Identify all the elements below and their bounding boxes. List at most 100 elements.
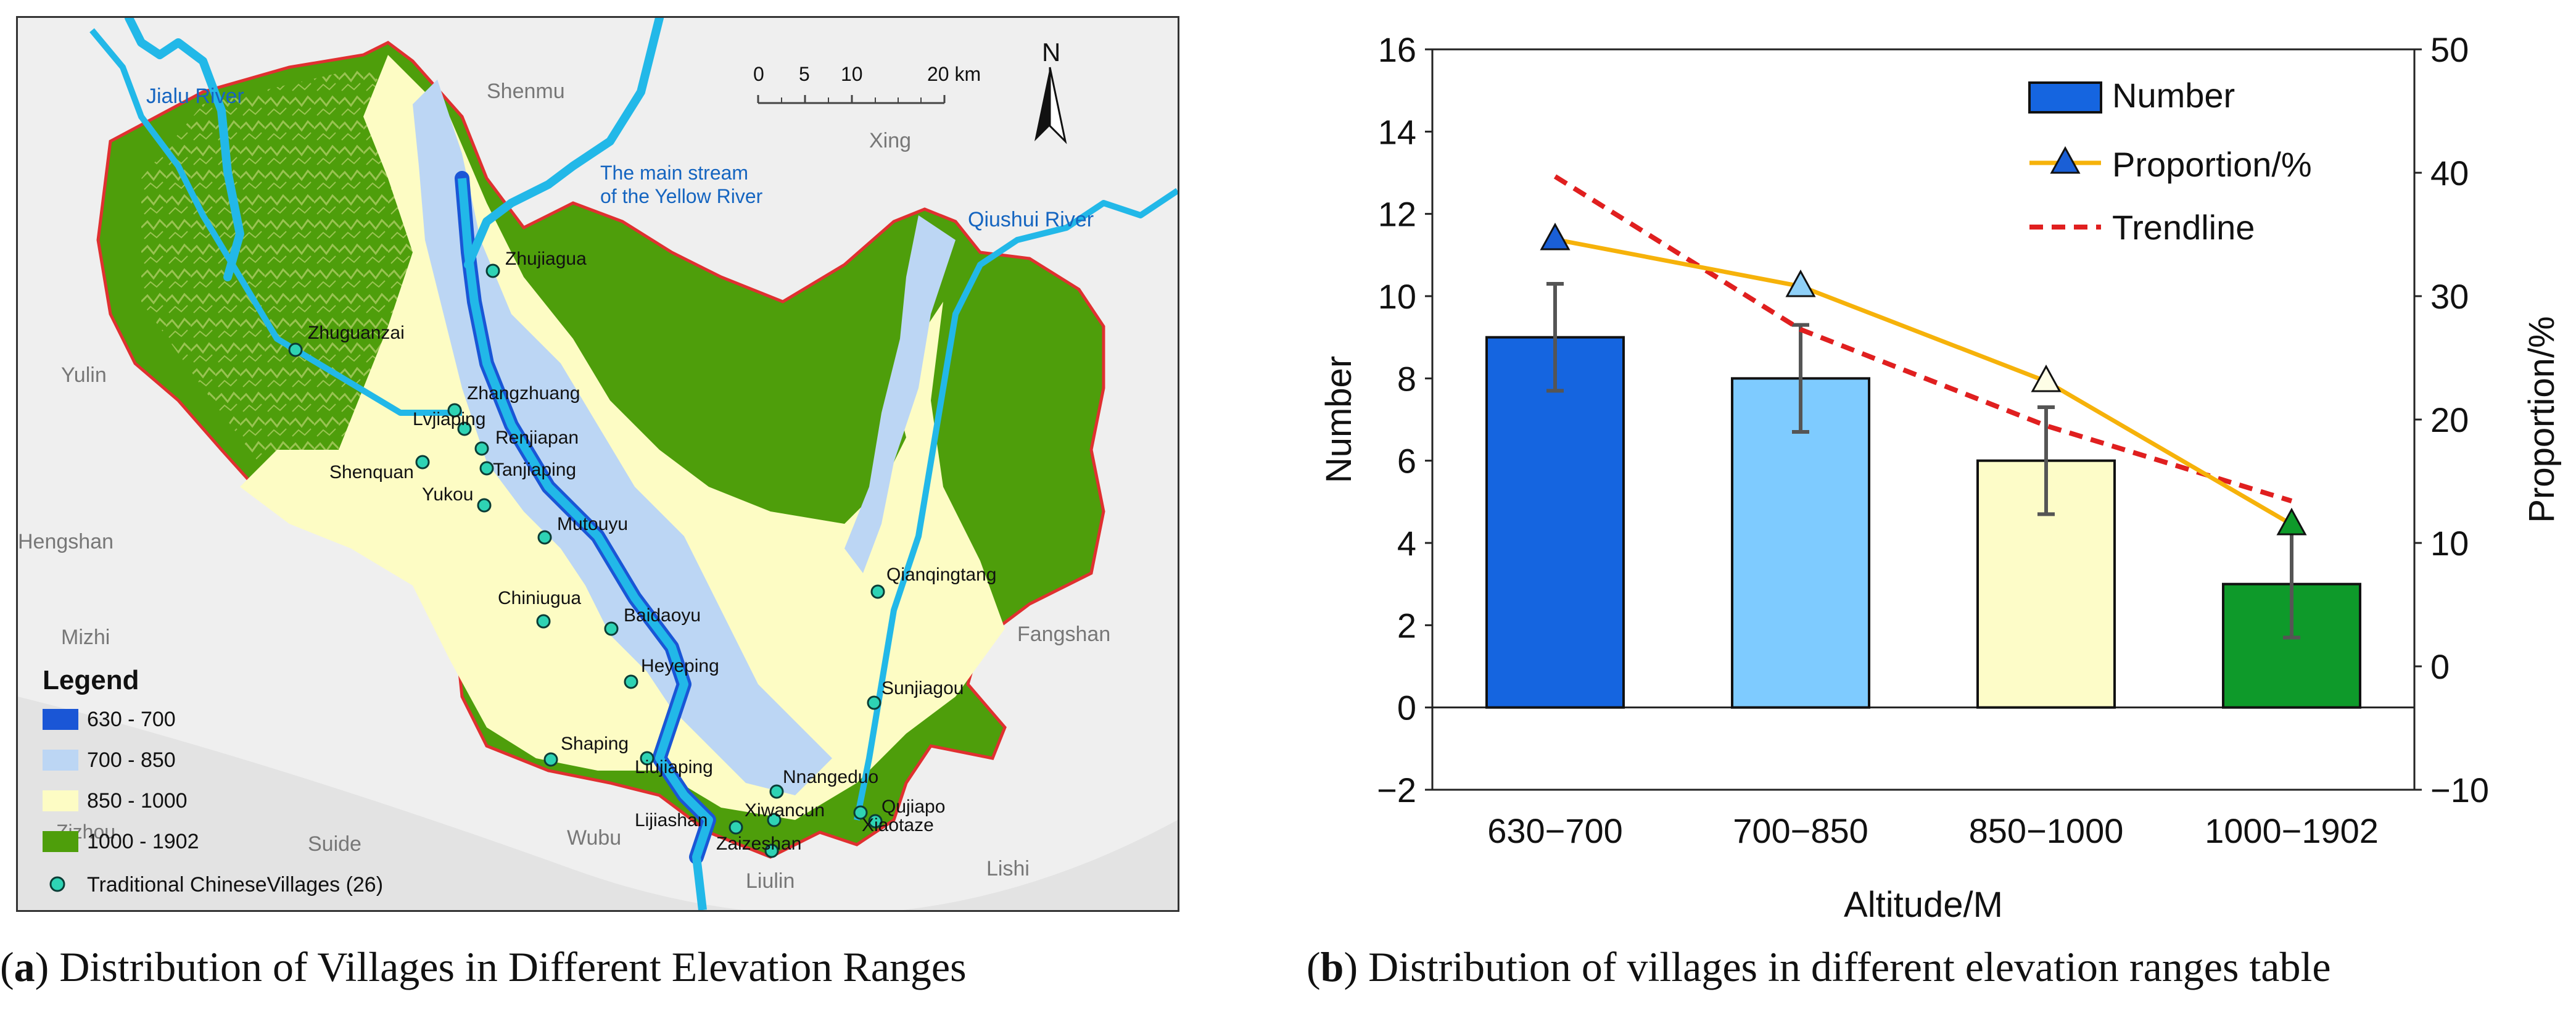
x-tick-label: 630−700 (1487, 811, 1623, 850)
village-marker (543, 752, 558, 767)
legend-swatch-1000 (43, 831, 78, 852)
legend-village-icon (49, 876, 65, 892)
bar-line-chart: −2 0 2 4 6 8 10 12 14 16 −10 0 10 20 30 40 50 Number Propo… (1319, 30, 2562, 925)
village-label: Shenquan (329, 462, 414, 482)
village-marker (479, 461, 494, 476)
village-marker (853, 805, 868, 820)
village-marker (624, 674, 638, 689)
y-tick-label: 14 (1378, 112, 1416, 151)
village-label: Nnangeduo (783, 767, 878, 787)
village-marker (477, 498, 492, 513)
chart-panel: −2 0 2 4 6 8 10 12 14 16 −10 0 10 20 30 40 50 Number Propo… (1221, 16, 2576, 942)
village-marker (288, 342, 303, 357)
y2-tick-label: 10 (2430, 524, 2469, 563)
village-label: Zhuguanzai (308, 323, 405, 343)
region-label-lishi: Lishi (986, 857, 1030, 880)
region-label-xing: Xing (869, 129, 911, 152)
region-label-fangshan: Fangshan (1017, 623, 1110, 646)
region-label-yulin: Yulin (61, 363, 107, 387)
legend-title: Legend (43, 665, 139, 695)
proportion-line (1554, 237, 2293, 527)
y-tick-label: 8 (1397, 359, 1416, 398)
village-marker (485, 263, 500, 278)
outer-terrain-shade (18, 697, 1178, 910)
village-marker (868, 814, 883, 829)
y2-tick-label: 30 (2430, 277, 2469, 316)
x-axis-title: Altitude/M (1844, 885, 2003, 925)
y-tick-label: 4 (1397, 524, 1416, 563)
village-marker (457, 421, 472, 436)
scale-label-20km: 20 km (927, 63, 981, 85)
village-label: Qianqingtang (886, 565, 996, 585)
scale-bar: 0 5 10 20 km (753, 63, 981, 104)
village-marker (536, 614, 551, 629)
river-label-jialu: Jialu River (146, 85, 244, 108)
legend-swatch-630 (43, 709, 78, 730)
village-label: Tanjiaping (493, 460, 576, 480)
village-label: Xiwancun (745, 800, 825, 821)
trendline (1553, 174, 2293, 503)
y2-tick-label: 0 (2430, 647, 2450, 686)
y-axis-title: Number (1319, 356, 1359, 483)
yellow-river-mainstream (458, 178, 713, 910)
village-label: Zhangzhuang (467, 383, 580, 404)
caption-b: (b) Distribution of villages in differen… (1307, 943, 2331, 990)
village-marker (767, 813, 782, 827)
caption-a-text: Distribution of Villages in Different El… (49, 943, 967, 990)
region-label-shenmu: Shenmu (487, 80, 565, 103)
village-marker (867, 695, 881, 710)
legend-number-label: Number (2112, 76, 2235, 115)
scale-label-10: 10 (841, 63, 863, 85)
x-tick-label: 1000−1902 (2205, 811, 2379, 850)
village-label: Mutouyu (557, 514, 628, 534)
village-marker (640, 751, 654, 766)
village-label: Heyeping (641, 656, 719, 676)
region-label-liulin: Liulin (746, 869, 795, 893)
village-marker (537, 530, 552, 545)
village-label: Chiniugua (498, 588, 581, 608)
caption-a: (a) Distribution of Villages in Differen… (0, 943, 967, 990)
zone-700-850 (413, 80, 832, 795)
village-label: Zaizeshan (716, 834, 801, 854)
legend-item-850: 850 - 1000 (87, 789, 188, 813)
village-marker (764, 843, 779, 858)
village-label: Renjiapan (495, 428, 579, 448)
x-tick-label: 700−850 (1733, 811, 1868, 850)
legend-villages-label: Traditional ChineseVillages (26) (87, 873, 383, 896)
scale-label-5: 5 (799, 63, 810, 85)
map-legend: Legend 630 - 700 700 - 850 850 - 1000 10… (43, 665, 383, 896)
village-marker (415, 455, 430, 470)
y2-tick-label: 40 (2430, 154, 2469, 192)
village-label: Lijiashan (635, 810, 708, 830)
proportion-marker (1785, 269, 1816, 297)
region-label-wubu: Wubu (567, 826, 621, 850)
y2-tick-label: −10 (2430, 771, 2489, 809)
y2-axis-title: Proportion/% (2522, 316, 2562, 523)
legend-item-700: 700 - 850 (87, 748, 176, 772)
region-label-mizhi: Mizhi (61, 626, 110, 649)
village-marker (604, 621, 619, 636)
village-marker (870, 584, 885, 599)
region-label-hengshan: Hengshan (18, 530, 114, 553)
legend-trendline-label: Trendline (2112, 208, 2255, 247)
village-label: Zhujiagua (505, 249, 587, 269)
north-label: N (1042, 38, 1060, 67)
river-label-yellow-1: The main stream (600, 162, 748, 184)
village-label: Baidaoyu (624, 605, 701, 626)
proportion-marker (2031, 364, 2062, 392)
elevation-map: Shenmu Xing Yulin Hengshan Mizhi Fangsha… (16, 16, 1179, 912)
bar (2222, 582, 2361, 709)
y-tick-label: 10 (1378, 277, 1416, 316)
caption-a-letter: a (14, 943, 35, 990)
legend-number-swatch (2028, 81, 2102, 114)
village-marker (729, 820, 743, 835)
yellow-river-upstream (125, 18, 664, 281)
legend-item-630: 630 - 700 (87, 708, 176, 731)
qiushui-river (854, 188, 1178, 821)
village-label: Lvjiaping (413, 409, 485, 429)
village-label: Liujiaping (635, 757, 713, 777)
jialu-river (89, 28, 462, 416)
x-tick-label: 850−1000 (1969, 811, 2124, 850)
village-label: Xiaotaze (862, 815, 934, 835)
villages-layer: Zhujiagua Zhuguanzai Zhangzhuang Lvjiaping R… (288, 249, 996, 858)
